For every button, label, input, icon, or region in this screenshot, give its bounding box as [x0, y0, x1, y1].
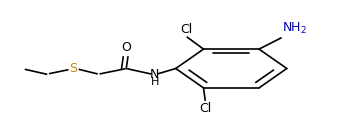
Text: N: N: [150, 68, 160, 81]
Text: Cl: Cl: [180, 23, 193, 36]
Text: Cl: Cl: [199, 102, 211, 115]
Text: NH$_2$: NH$_2$: [282, 21, 307, 36]
Text: H: H: [151, 77, 159, 87]
Text: O: O: [122, 41, 131, 54]
Text: S: S: [69, 62, 77, 75]
